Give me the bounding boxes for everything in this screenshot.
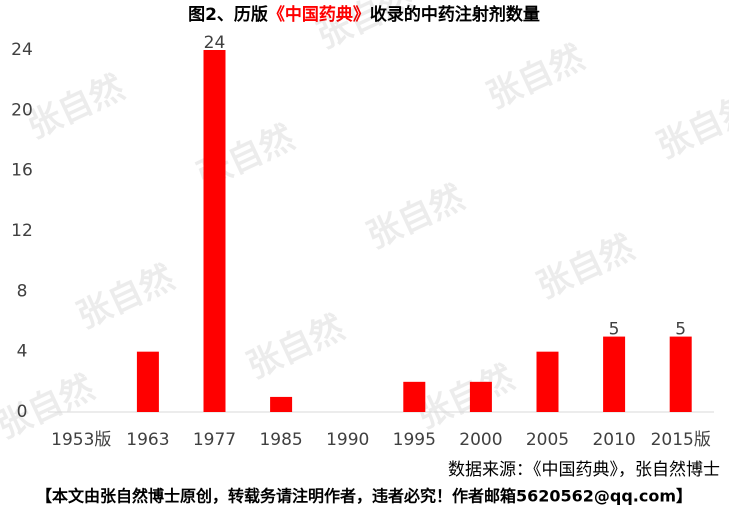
source-note: 数据来源：《中国药典》，张自然博士 bbox=[448, 460, 720, 480]
bar bbox=[536, 351, 559, 412]
watermark: 张自然 bbox=[411, 357, 520, 436]
bar bbox=[403, 381, 426, 412]
y-tick-label: 4 bbox=[17, 342, 28, 362]
watermark: 张自然 bbox=[241, 307, 350, 386]
y-tick-label: 0 bbox=[17, 402, 28, 422]
y-tick-label: 20 bbox=[11, 100, 33, 120]
y-tick-label: 24 bbox=[11, 40, 33, 60]
watermark: 张自然 bbox=[651, 87, 729, 166]
bar bbox=[469, 381, 492, 412]
watermark: 张自然 bbox=[71, 257, 180, 336]
bar bbox=[270, 396, 293, 412]
watermark: 张自然 bbox=[531, 227, 640, 306]
y-tick-label: 12 bbox=[11, 221, 33, 241]
title-part: 图2、历版 bbox=[188, 4, 268, 25]
x-tick-label: 1990 bbox=[326, 430, 369, 450]
x-tick-label: 2005 bbox=[526, 430, 569, 450]
title-part: 收录的中药注射剂数量 bbox=[370, 4, 540, 25]
bar bbox=[603, 336, 626, 412]
data-label: 5 bbox=[609, 320, 620, 340]
data-label: 24 bbox=[204, 33, 226, 53]
watermark: 张自然 bbox=[361, 177, 470, 256]
x-tick-label: 1963 bbox=[126, 430, 169, 450]
bar bbox=[669, 336, 692, 412]
y-tick-label: 8 bbox=[17, 281, 28, 301]
y-tick-label: 16 bbox=[11, 161, 33, 181]
footer-note: 【本文由张自然博士原创，转载务请注明作者，违者必究！作者邮箱5620562@qq… bbox=[36, 487, 692, 506]
x-tick-label: 1985 bbox=[259, 430, 302, 450]
x-tick-label: 1977 bbox=[193, 430, 236, 450]
watermark: 张自然 bbox=[481, 37, 590, 116]
data-label: 5 bbox=[675, 320, 686, 340]
x-tick-label: 2010 bbox=[592, 430, 635, 450]
x-tick-label: 1995 bbox=[393, 430, 436, 450]
chart-title: 图2、历版《中国药典》收录的中药注射剂数量 bbox=[188, 4, 540, 25]
title-part: 《中国药典》 bbox=[268, 4, 370, 25]
x-tick-label: 1953版 bbox=[51, 430, 111, 450]
bar bbox=[136, 351, 159, 412]
x-tick-label: 2000 bbox=[459, 430, 502, 450]
watermark: 张自然 bbox=[21, 67, 130, 146]
bar bbox=[203, 50, 226, 412]
x-tick-label: 2015版 bbox=[651, 430, 711, 450]
